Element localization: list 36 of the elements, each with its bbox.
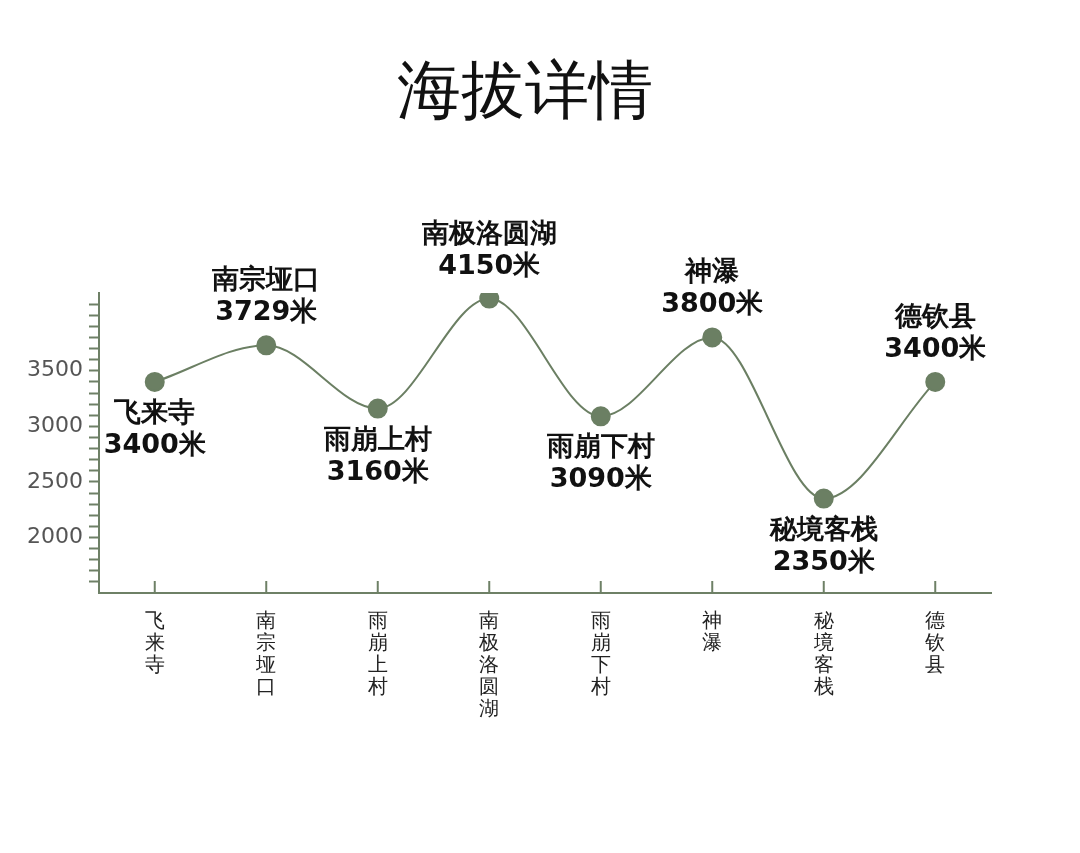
category-label: 雨崩下村 [546, 430, 655, 462]
data-label: 3800米 [661, 287, 764, 319]
category-label: 秘境客栈 [769, 512, 878, 544]
chart-title: 海拔详情 [397, 52, 653, 127]
y-tick-label: 3500 [27, 356, 83, 382]
x-tick-label: 雨 崩 上 村 [366, 608, 388, 699]
data-label: 3400米 [103, 427, 206, 459]
x-tick-label: 南 宗 垭 口 [255, 608, 277, 699]
category-label: 雨崩上村 [323, 422, 432, 454]
data-label: 3160米 [326, 454, 429, 486]
x-tick-label: 秘 境 客 栈 [812, 608, 834, 699]
data-label: 3729米 [215, 295, 318, 327]
point [367, 398, 388, 419]
category-label: 神瀑 [685, 255, 740, 287]
x-tick-label: 德 钦 县 [924, 608, 946, 677]
data-label: 2350米 [772, 544, 875, 576]
point [925, 371, 946, 392]
y-tick-label: 2500 [27, 467, 83, 493]
data-label: 3090米 [549, 462, 652, 494]
category-label: 南宗垭口 [212, 263, 321, 295]
point [144, 371, 165, 392]
category-label: 德钦县 [894, 299, 976, 331]
x-tick-label: 雨 崩 下 村 [589, 608, 611, 699]
x-tick-label: 南 极 洛 圆 湖 [478, 608, 500, 721]
point [590, 406, 611, 427]
category-label: 南极洛圆湖 [421, 216, 557, 248]
x-tick-label: 神 瀑 [702, 608, 723, 655]
x-tick-label: 飞 来 寺 [144, 608, 165, 677]
y-tick-label: 3000 [27, 412, 83, 438]
data-label: 3400米 [884, 331, 987, 363]
data-label: 4150米 [438, 248, 541, 280]
point [256, 335, 277, 356]
point [813, 488, 834, 509]
y-tick-label: 2000 [27, 523, 83, 549]
category-label: 飞来寺 [114, 395, 196, 427]
point [702, 327, 723, 348]
